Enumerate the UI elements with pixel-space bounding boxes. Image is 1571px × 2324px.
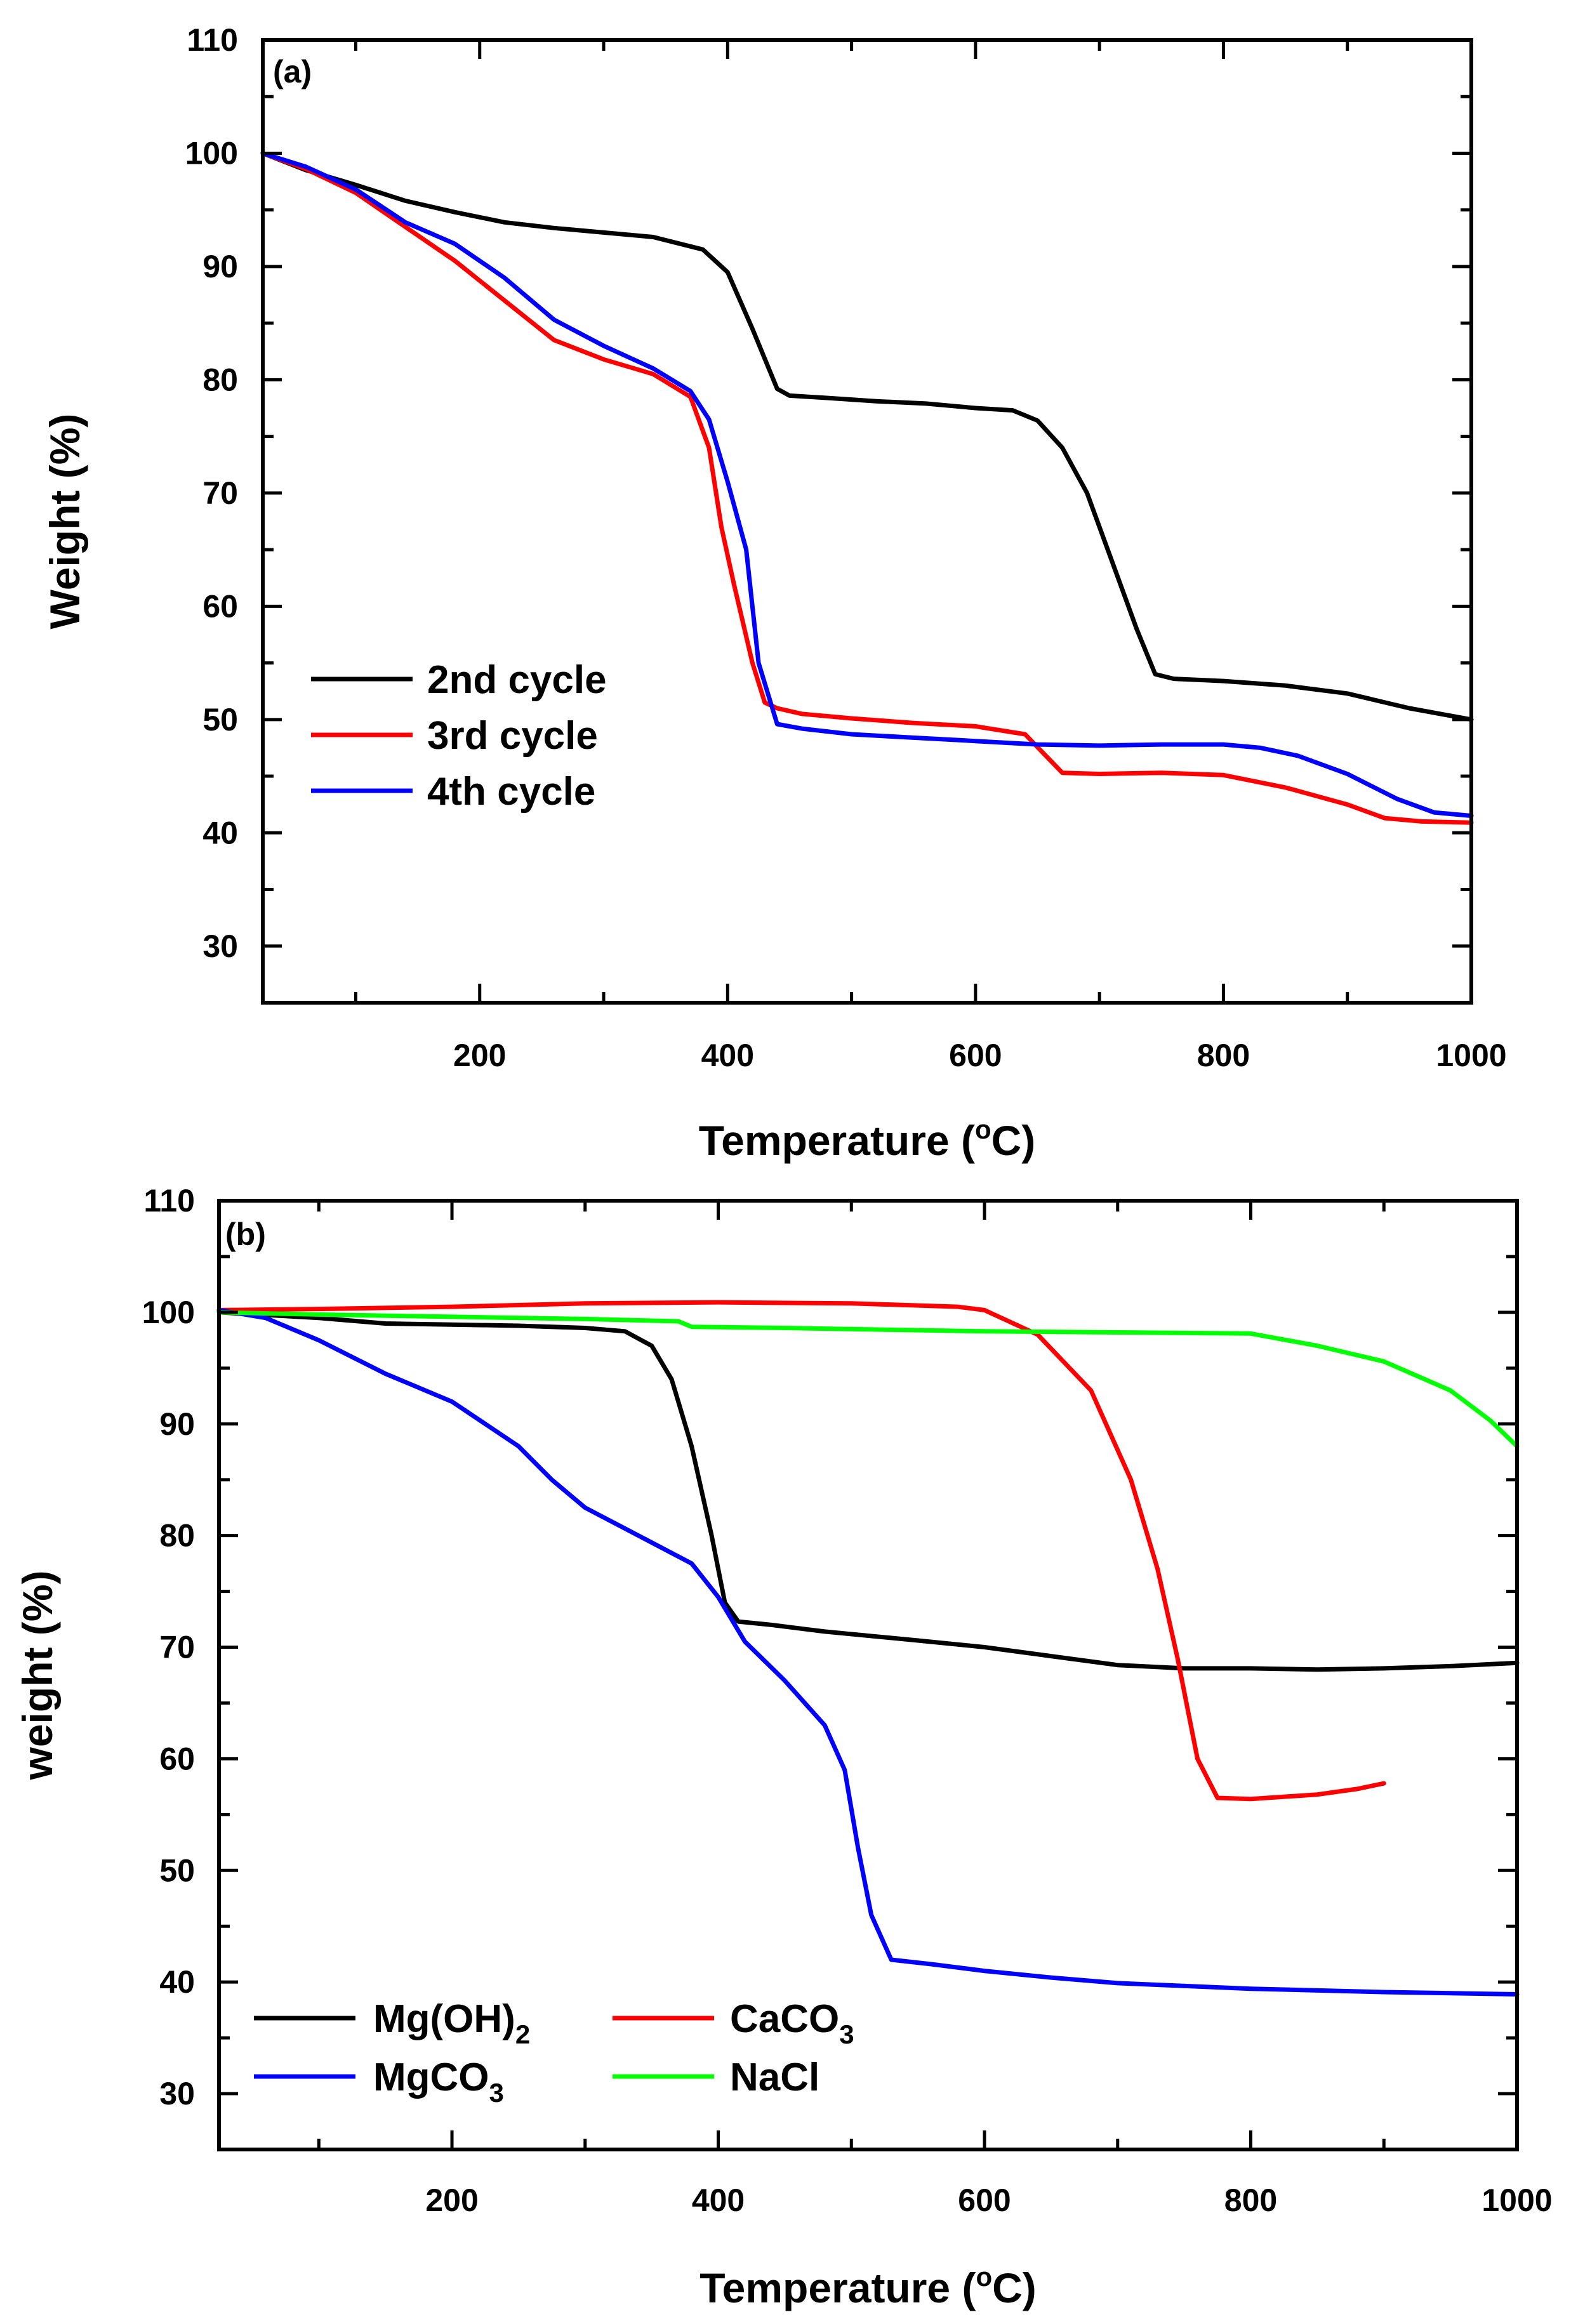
x-tick-label: 800: [1197, 1038, 1250, 1073]
x-axis-title: Temperature (oC): [699, 2262, 1037, 2311]
y-tick-label: 30: [159, 2076, 195, 2111]
degree-superscript: o: [976, 2262, 992, 2292]
y-tick-label: 90: [159, 1406, 195, 1442]
legend-label: 4th cycle: [427, 770, 595, 814]
x-tick-label: 400: [701, 1038, 754, 1073]
legend-label: Mg(OH)2: [373, 1997, 530, 2049]
x-tick-label: 1000: [1436, 1038, 1506, 1073]
legend-label-subscript: 3: [489, 2078, 504, 2108]
x-tick-label: 200: [425, 2182, 478, 2218]
legend-label: 3rd cycle: [427, 714, 598, 758]
y-tick-label: 50: [159, 1852, 195, 1888]
x-axis-title-unit: C): [991, 1117, 1036, 1164]
plot-frame: [217, 1199, 1519, 2151]
x-axis-title: Temperature (oC): [699, 1114, 1036, 1164]
y-tick-label: 90: [202, 249, 238, 284]
panel-label: (b): [225, 1217, 266, 1252]
legend-label: MgCO3: [373, 2056, 504, 2108]
series-line-4th-cycle: [260, 151, 1474, 818]
legend-label-subscript: 2: [515, 2019, 530, 2049]
x-tick-label: 1000: [1482, 2182, 1552, 2218]
y-tick-label: 30: [202, 928, 238, 964]
y-tick-label: 60: [202, 588, 238, 624]
y-tick-label: 50: [202, 702, 238, 737]
legend-label: 2nd cycle: [427, 658, 607, 702]
legend-label-main: Mg(OH): [373, 1997, 515, 2041]
legend-label: CaCO3: [730, 1997, 854, 2049]
y-tick-label: 80: [159, 1518, 195, 1554]
y-tick-label: 110: [187, 22, 238, 58]
panel-label: (a): [273, 54, 312, 89]
legend-label-subscript: 3: [839, 2019, 854, 2049]
y-tick-label: 80: [202, 362, 238, 397]
y-tick-label: 40: [159, 1964, 195, 2000]
y-tick-label: 70: [159, 1630, 195, 1665]
series-line-caco3: [216, 1300, 1386, 1802]
x-tick-label: 800: [1224, 2182, 1277, 2218]
x-tick-label: 400: [692, 2182, 745, 2218]
legend-label-main: CaCO: [730, 1997, 839, 2041]
x-axis-title-unit: C): [992, 2264, 1037, 2311]
legend-label: NaCl: [730, 2056, 819, 2099]
x-axis-title-text: Temperature (: [699, 1117, 975, 1164]
x-axis-title-text: Temperature (: [699, 2264, 976, 2311]
y-tick-label: 70: [202, 475, 238, 511]
y-tick-label: 40: [202, 815, 238, 850]
x-tick-label: 200: [453, 1038, 506, 1073]
series-line-2nd-cycle: [260, 151, 1474, 722]
legend-label-main: NaCl: [730, 2056, 819, 2099]
y-axis-title: Weight (%): [41, 414, 88, 630]
series-line-3rd-cycle: [260, 151, 1474, 825]
legend-label-main: MgCO: [373, 2056, 489, 2099]
x-tick-label: 600: [949, 1038, 1002, 1073]
y-tick-label: 100: [142, 1295, 195, 1330]
series-line-nacl: [216, 1310, 1520, 1449]
y-tick-label: 60: [159, 1741, 195, 1776]
panel-b: 200 400 600 800 1000 30 40 50 60 70 80 90 100 110 (b) T…: [14, 1183, 1553, 2311]
series-line-mgco3: [216, 1307, 1520, 1997]
y-tick-label: 100: [185, 135, 238, 171]
x-tick-label: 600: [958, 2182, 1011, 2218]
plot-frame: [261, 38, 1473, 1005]
y-tick-label: 110: [143, 1183, 195, 1218]
degree-superscript: o: [975, 1114, 991, 1144]
panel-a: 200 400 600 800 1000 30 40 50 60 70 80 90 100 110 (a) T…: [41, 22, 1507, 1164]
y-axis-title: weight (%): [14, 1571, 61, 1781]
series-line-mg-oh-2: [216, 1310, 1520, 1672]
